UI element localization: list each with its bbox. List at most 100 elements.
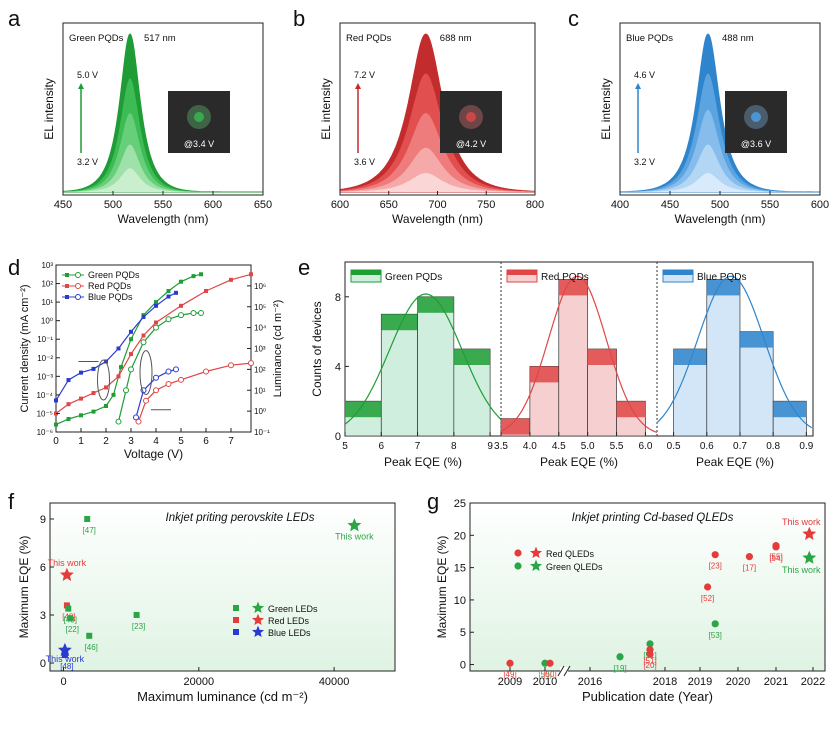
- current-line: [55, 273, 202, 426]
- reference-label: [50]: [543, 670, 556, 679]
- luminance-marker: [228, 362, 234, 369]
- x-tick-label: 0.8: [766, 441, 780, 452]
- x-axis-label: Wavelength (nm): [675, 212, 766, 226]
- x-tick-label: 2018: [653, 676, 677, 688]
- series-legend: Green PQDs: [69, 33, 124, 44]
- histogram-bar: [417, 296, 455, 437]
- reference-label: [17]: [743, 564, 756, 573]
- legend-marker-open: [75, 272, 81, 278]
- spectrum-area: [619, 33, 820, 193]
- current-marker: [129, 337, 133, 342]
- x-tick-label: 2020: [726, 676, 750, 688]
- plot-frame: [55, 264, 252, 433]
- legend-star: [251, 625, 265, 638]
- x-axis-label: Wavelength (nm): [392, 212, 483, 226]
- spectrum-area: [63, 168, 263, 192]
- y-tick-label-right: 10⁰: [254, 407, 266, 416]
- series-legend: Blue PQDs: [626, 33, 673, 44]
- y-tick-label: 15: [454, 563, 466, 575]
- y-tick-label: 6: [40, 562, 46, 574]
- x-tick-label: 40000: [319, 676, 350, 688]
- fit-curve: [500, 275, 658, 433]
- luminance-marker: [115, 418, 122, 425]
- voltage-bottom-label: 3.2 V: [634, 157, 655, 167]
- current-marker: [204, 288, 208, 293]
- data-point: [745, 553, 754, 561]
- legend-label: Red PQDs: [88, 281, 132, 291]
- luminance-marker: [153, 387, 159, 394]
- legend-label: Green PQDs: [385, 272, 442, 283]
- y-tick-label-right: 10⁵: [254, 303, 266, 312]
- panel-letter-c: c: [568, 6, 579, 31]
- y-tick-label: 20: [454, 530, 466, 542]
- reference-label: [19]: [613, 664, 626, 673]
- spectrum-area: [340, 173, 535, 192]
- histogram-bar-top: [706, 279, 740, 296]
- data-point: [711, 620, 719, 628]
- current-marker: [79, 396, 83, 401]
- luminance-marker: [178, 312, 184, 319]
- current-marker: [79, 413, 83, 418]
- x-tick-label: 8: [451, 441, 457, 452]
- luminance-marker: [178, 376, 184, 383]
- x-tick-label: 2009: [498, 676, 522, 688]
- luminance-marker: [203, 368, 209, 375]
- x-tick-label: 4.0: [523, 441, 537, 452]
- voltage-bottom-label: 3.6 V: [354, 157, 375, 167]
- legend-label: Blue LEDs: [268, 628, 311, 638]
- reference-label: [54]: [769, 554, 782, 563]
- legend-swatch-top: [663, 270, 693, 275]
- data-point: [86, 632, 93, 639]
- histogram-bar-top: [417, 296, 454, 313]
- axis-break-mark: [563, 665, 571, 677]
- legend-marker: [65, 295, 69, 299]
- luminance-marker: [128, 366, 134, 373]
- x-tick-label: 450: [54, 199, 72, 211]
- x-tick-label: 450: [661, 199, 679, 211]
- x-tick-label: 4.5: [552, 441, 566, 452]
- x-axis-label: Voltage (V): [124, 447, 183, 461]
- x-tick-label: 0.9: [799, 441, 813, 452]
- star-marker: [802, 526, 817, 540]
- luminance-marker: [143, 397, 149, 404]
- panel-title: Inkjet printing Cd-based QLEDs: [572, 512, 734, 524]
- inset-voltage-label: @3.6 V: [741, 139, 771, 149]
- current-marker: [199, 272, 203, 277]
- plot-frame: [62, 22, 264, 196]
- x-axis-label: Maximum luminance (cd m⁻²): [137, 689, 308, 704]
- x-tick-label: 600: [204, 199, 222, 211]
- x-tick-label: 6: [378, 441, 384, 452]
- y-tick-label: 10⁰: [41, 317, 53, 326]
- luminance-marker: [165, 380, 172, 387]
- luminance-marker: [153, 374, 159, 381]
- reference-label: [49]: [503, 670, 516, 679]
- current-marker: [141, 314, 146, 319]
- spectrum-area: [62, 33, 263, 193]
- spectrum-area: [63, 78, 263, 192]
- emission-glow: [187, 105, 211, 129]
- current-marker: [154, 300, 158, 305]
- x-tick-label: 550: [154, 199, 172, 211]
- data-point: [67, 615, 74, 622]
- y-axis-label: Maximum EQE (%): [435, 536, 449, 639]
- current-marker: [166, 288, 171, 293]
- histogram-bar-top: [381, 314, 418, 331]
- current-marker: [66, 402, 71, 407]
- y-tick-label: 5: [460, 627, 466, 639]
- panel-letter-f: f: [8, 489, 15, 514]
- legend-star: [251, 601, 265, 614]
- x-tick-label: 2: [103, 436, 109, 447]
- histogram-bar-top: [558, 279, 588, 296]
- luminance-marker: [140, 339, 147, 346]
- peak-label: 688 nm: [440, 33, 472, 44]
- histogram-bar-top: [739, 331, 774, 348]
- panel-letter-g: g: [427, 489, 439, 514]
- spectrum-area: [620, 73, 820, 192]
- y-axis-label: Current density (mA cm⁻²): [19, 284, 31, 412]
- current-marker: [66, 378, 71, 383]
- x-tick-label: 0.5: [667, 441, 681, 452]
- reference-label: [48]: [60, 662, 73, 671]
- y-tick-label-right: 10²: [254, 365, 266, 374]
- x-tick-label: 1: [78, 436, 84, 447]
